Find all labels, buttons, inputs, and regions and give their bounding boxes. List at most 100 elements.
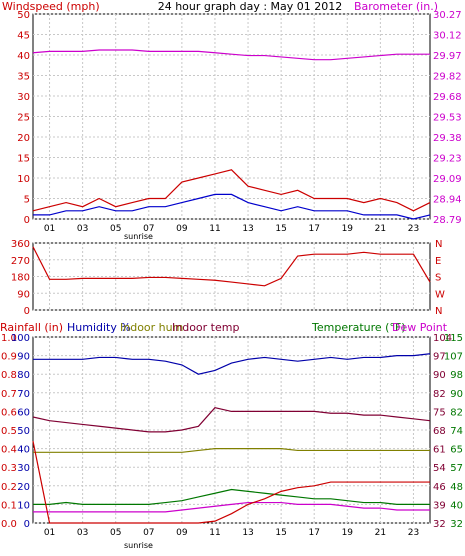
chart-title: 24 hour graph day : May 01 2012 bbox=[158, 0, 343, 13]
compass-label: N bbox=[435, 239, 442, 250]
y-tick-label-barometer: 29.23 bbox=[433, 154, 462, 165]
x-tick-label: 05 bbox=[110, 224, 121, 234]
y-tick-label-barometer: 30.12 bbox=[433, 31, 462, 42]
sunrise-label-top: sunrise bbox=[124, 232, 153, 241]
y-tick-label-humidity: 40 bbox=[17, 445, 30, 456]
y-tick-label-temp: 97 bbox=[433, 352, 446, 363]
x-tick-label: 23 bbox=[408, 528, 419, 538]
series-indoor_temp bbox=[32, 407, 431, 433]
grid-lines bbox=[33, 13, 430, 524]
x-tick-label: 03 bbox=[77, 528, 88, 538]
series-gust bbox=[33, 193, 431, 220]
y-tick-label-wind: 45 bbox=[17, 31, 30, 42]
sunrise-label-bottom: sunrise bbox=[124, 541, 153, 550]
indoor-hum-title: Indoor hum bbox=[120, 321, 183, 334]
compass-label: S bbox=[435, 273, 441, 284]
y-tick-label-temp-outer: 74 bbox=[450, 426, 463, 437]
x-tick-label: 15 bbox=[275, 528, 286, 538]
y-tick-label-temp: 39 bbox=[433, 500, 446, 511]
x-tick-label: 11 bbox=[209, 528, 220, 538]
wind-panel-frame bbox=[32, 13, 431, 220]
y-tick-label-wind: 40 bbox=[17, 51, 30, 62]
y-tick-label-temp: 75 bbox=[433, 407, 446, 418]
y-tick-label-temp-outer: 57 bbox=[450, 463, 463, 474]
y-tick-label-barometer: 29.53 bbox=[433, 113, 462, 124]
y-tick-label-wind: 5 bbox=[24, 195, 30, 206]
x-tick-label: 07 bbox=[143, 224, 154, 234]
x-tick-label: 17 bbox=[308, 224, 319, 234]
y-tick-label-rain: 0.3 bbox=[1, 463, 17, 474]
y-tick-label-wind: 30 bbox=[17, 92, 30, 103]
y-tick-label-wind: 50 bbox=[17, 10, 30, 21]
y-tick-label-temp-outer: 107 bbox=[444, 352, 463, 363]
x-tick-label: 07 bbox=[143, 528, 154, 538]
y-tick-label-temp: 90 bbox=[433, 370, 446, 381]
y-tick-label-rain: 0.8 bbox=[1, 370, 17, 381]
y-tick-label-barometer: 29.82 bbox=[433, 72, 462, 83]
compass-label: W bbox=[435, 289, 445, 300]
y-tick-label-direction: 180 bbox=[11, 273, 30, 284]
temperature-title: Temperature (°F) bbox=[311, 321, 406, 334]
y-tick-label-temp: 61 bbox=[433, 445, 446, 456]
bottom-panel-frame bbox=[32, 336, 431, 524]
indoor-temp-title: Indoor temp bbox=[172, 321, 239, 334]
y-tick-label-humidity: 10 bbox=[17, 500, 30, 511]
x-tick-label: 13 bbox=[242, 528, 253, 538]
y-tick-label-temp-outer: 40 bbox=[450, 500, 463, 511]
x-tick-label: 01 bbox=[44, 528, 55, 538]
y-tick-label-barometer: 28.79 bbox=[433, 215, 462, 226]
y-tick-label-temp-outer: 90 bbox=[450, 389, 463, 400]
y-tick-label-temp-outer: 98 bbox=[450, 370, 463, 381]
y-tick-label-temp: 104 bbox=[433, 333, 452, 344]
series-dew_point bbox=[33, 501, 430, 513]
y-tick-label-barometer: 30.27 bbox=[433, 10, 462, 21]
y-tick-label-humidity: 70 bbox=[17, 389, 30, 400]
y-tick-label-rain: 0.4 bbox=[1, 445, 17, 456]
series-rain bbox=[32, 441, 430, 524]
series-barometer bbox=[32, 49, 430, 61]
y-tick-label-temp: 46 bbox=[433, 482, 446, 493]
series-direction bbox=[32, 246, 431, 287]
y-tick-label-temp-outer: 115 bbox=[444, 333, 463, 344]
y-tick-label-temp: 32 bbox=[433, 519, 446, 530]
direction-panel-frame bbox=[32, 242, 431, 311]
y-tick-label-wind: 10 bbox=[17, 174, 30, 185]
dew-point-title: Dew Point bbox=[392, 321, 448, 334]
x-tick-label: 15 bbox=[275, 224, 286, 234]
y-tick-label-humidity: 20 bbox=[17, 482, 30, 493]
x-tick-label: 11 bbox=[209, 224, 220, 234]
y-tick-label-wind: 20 bbox=[17, 133, 30, 144]
y-tick-label-temp-outer: 32 bbox=[450, 519, 463, 530]
humidity-title: Humidity % bbox=[67, 321, 131, 334]
y-tick-label-direction: 360 bbox=[11, 239, 30, 250]
y-tick-label-direction: 270 bbox=[11, 256, 30, 267]
windspeed-title: Windspeed (mph) bbox=[2, 0, 100, 13]
barometer-title: Barometer (in.) bbox=[354, 0, 438, 13]
y-tick-label-rain: 0.6 bbox=[1, 407, 17, 418]
x-tick-label: 05 bbox=[110, 528, 121, 538]
x-tick-label: 09 bbox=[176, 528, 188, 538]
y-tick-label-barometer: 29.09 bbox=[433, 174, 462, 185]
x-tick-label: 19 bbox=[342, 528, 354, 538]
y-tick-label-temp: 68 bbox=[433, 426, 446, 437]
x-tick-label: 19 bbox=[342, 224, 354, 234]
y-tick-label-rain: 0.2 bbox=[1, 482, 17, 493]
x-tick-label: 21 bbox=[375, 528, 386, 538]
x-tick-label: 23 bbox=[408, 224, 419, 234]
rainfall-title: Rainfall (in) bbox=[0, 321, 63, 334]
x-tick-label: 03 bbox=[77, 224, 88, 234]
y-tick-label-barometer: 29.97 bbox=[433, 51, 462, 62]
series-temperature bbox=[33, 488, 430, 505]
y-tick-label-humidity: 50 bbox=[17, 426, 30, 437]
y-tick-label-wind: 0 bbox=[24, 215, 30, 226]
y-tick-label-humidity: 0 bbox=[24, 519, 30, 530]
y-tick-label-rain: 0.0 bbox=[1, 519, 17, 530]
y-tick-label-barometer: 29.68 bbox=[433, 92, 462, 103]
y-tick-label-temp: 54 bbox=[433, 463, 446, 474]
x-tick-label: 21 bbox=[375, 224, 386, 234]
y-tick-label-rain: 0.9 bbox=[1, 352, 17, 363]
y-tick-label-temp-outer: 48 bbox=[450, 482, 463, 493]
y-tick-label-rain: 1.0 bbox=[1, 333, 17, 344]
